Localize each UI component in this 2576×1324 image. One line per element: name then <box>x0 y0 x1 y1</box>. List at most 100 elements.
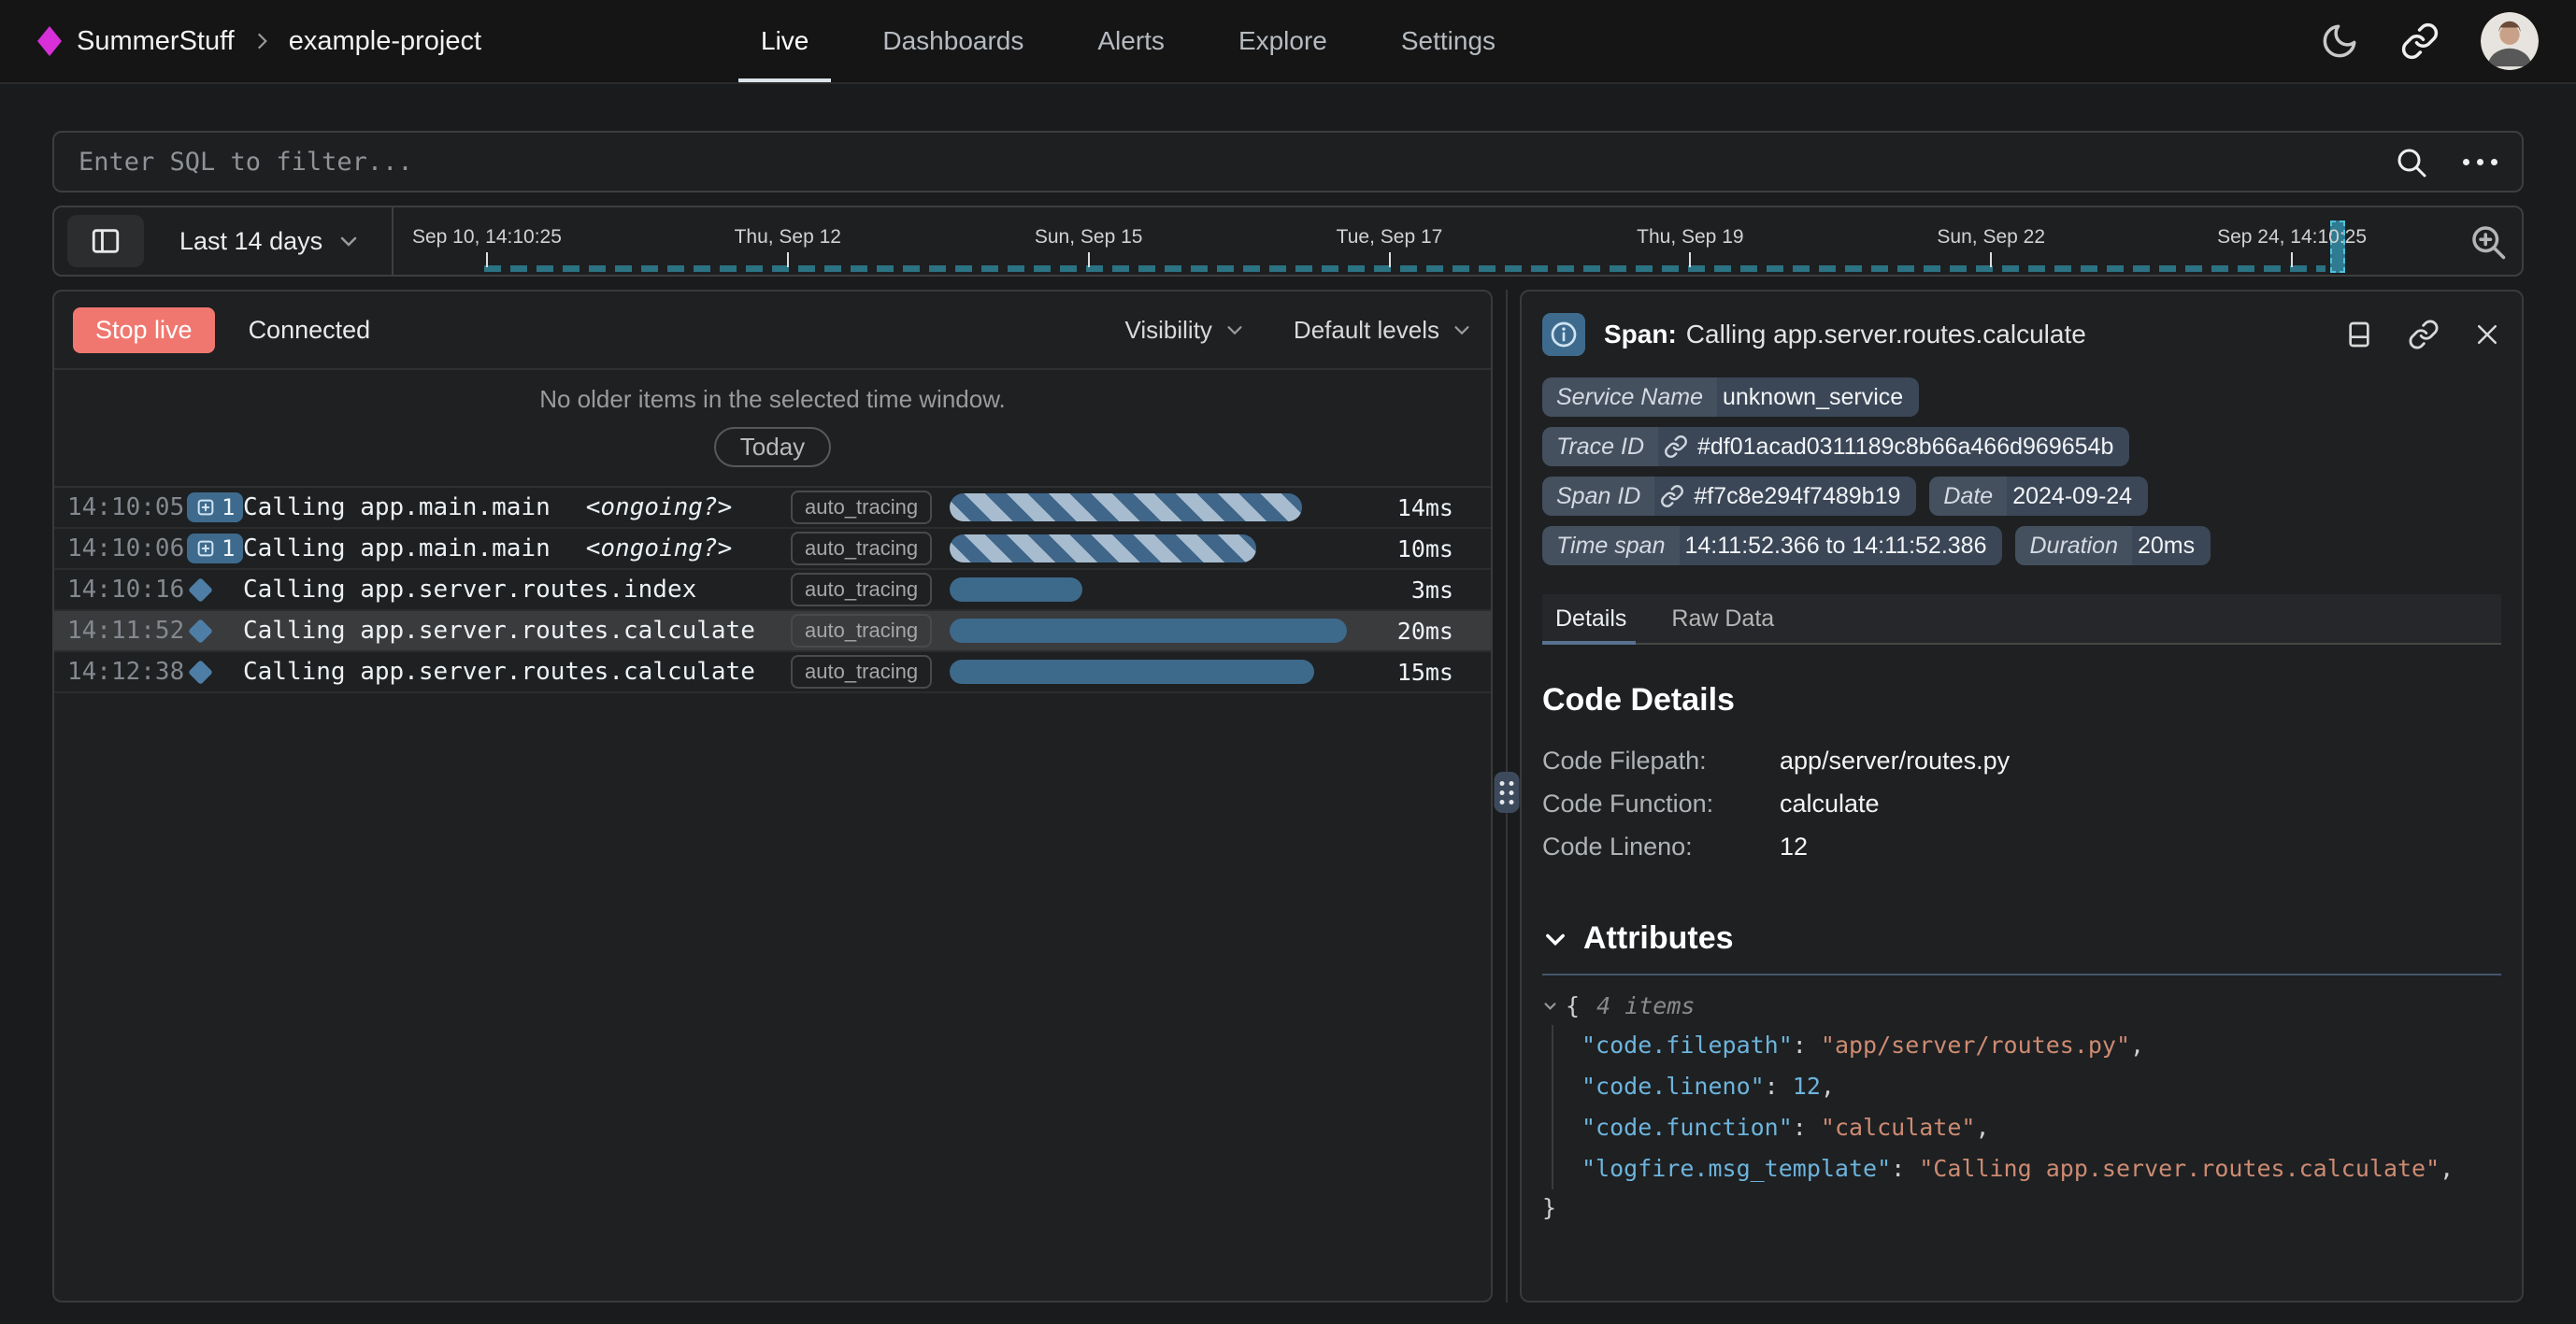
copy-link-icon[interactable] <box>2408 319 2440 350</box>
project-name[interactable]: example-project <box>289 26 481 57</box>
more-options-icon[interactable] <box>2463 159 2497 165</box>
badge-value-text: 14:11:52.366 to 14:11:52.386 <box>1685 533 1987 560</box>
span-detail-header: Span:Calling app.server.routes.calculate <box>1542 292 2501 372</box>
dark-mode-moon-icon[interactable] <box>2320 21 2359 61</box>
badge-label: Service Name <box>1542 377 1717 417</box>
timeline-histogram[interactable]: Sep 10, 14:10:25Thu, Sep 12Sun, Sep 15Tu… <box>394 207 2400 275</box>
detail-tabs: Details Raw Data <box>1542 594 2501 645</box>
json-colon: : <box>1765 1073 1793 1100</box>
info-icon <box>1542 313 1585 356</box>
collapse-chevron-icon[interactable] <box>1542 998 1558 1014</box>
row-duration: 14ms <box>1364 494 1453 521</box>
time-range-label: Last 14 days <box>179 227 322 256</box>
json-key: "code.function" <box>1581 1114 1793 1141</box>
visibility-dropdown[interactable]: Visibility <box>1124 316 1244 345</box>
trace-row[interactable]: 14:10:061Calling app.main.main<ongoing?>… <box>54 529 1491 570</box>
code-detail-value: 12 <box>1780 825 1808 868</box>
live-traces-panel: Stop live Connected Visibility Default l… <box>52 290 1493 1303</box>
chevron-down-icon <box>1224 320 1245 340</box>
default-levels-label: Default levels <box>1294 316 1439 345</box>
detail-tab-details[interactable]: Details <box>1553 594 1628 643</box>
default-levels-dropdown[interactable]: Default levels <box>1294 316 1472 345</box>
row-message: Calling app.main.main <ongoing?> <box>243 534 791 562</box>
row-message: Calling app.server.routes.index <box>243 576 791 604</box>
row-message-text: Calling app.server.routes.calculate <box>243 658 755 686</box>
child-count: 1 <box>222 535 235 562</box>
code-detail-label: Code Lineno: <box>1542 825 1780 868</box>
splitter-drag-handle[interactable] <box>1494 772 1519 813</box>
org-name[interactable]: SummerStuff <box>77 26 235 57</box>
code-detail-value: app/server/routes.py <box>1780 739 2010 782</box>
json-key: "code.lineno" <box>1581 1073 1765 1100</box>
trace-row[interactable]: 14:12:38Calling app.server.routes.calcul… <box>54 652 1491 693</box>
row-duration: 15ms <box>1364 659 1453 686</box>
logo-diamond-icon[interactable] <box>37 26 62 56</box>
tab-explore[interactable]: Explore <box>1238 0 1327 82</box>
badge-value-text: unknown_service <box>1723 384 1903 411</box>
tab-settings[interactable]: Settings <box>1401 0 1496 82</box>
duration-bar <box>950 619 1347 643</box>
badge-label: Span ID <box>1542 477 1654 516</box>
attributes-divider <box>1542 974 2501 975</box>
json-close-brace: } <box>1542 1189 2501 1227</box>
sidebar-toggle-button[interactable] <box>67 215 144 267</box>
span-diamond-icon <box>188 577 213 603</box>
timeline-activity-dashes <box>484 265 2326 272</box>
sql-filter-input[interactable] <box>79 148 2394 177</box>
json-attribute-line: "logfire.msg_template": "Calling app.ser… <box>1581 1148 2501 1189</box>
badge-trace-id: Trace ID#df01acad0311189c8b66a466d969654… <box>1542 427 2129 466</box>
timeline-tick-label: Thu, Sep 19 <box>1637 226 1743 249</box>
child-count-badge[interactable]: 1 <box>187 534 243 563</box>
timeline-tick-mark <box>486 252 488 267</box>
timeline-tick-label: Tue, Sep 17 <box>1337 226 1443 249</box>
tab-live[interactable]: Live <box>761 0 809 82</box>
json-value: "Calling app.server.routes.calculate" <box>1919 1155 2440 1182</box>
json-comma: , <box>1975 1114 1989 1141</box>
row-icon-cell: 1 <box>187 492 243 522</box>
row-duration: 3ms <box>1364 577 1453 604</box>
share-link-icon[interactable] <box>2400 21 2440 61</box>
badge-value[interactable]: #df01acad0311189c8b66a466d969654b <box>1658 427 2129 466</box>
connection-status: Connected <box>249 316 371 345</box>
row-message-text: Calling app.main.main <box>243 534 551 562</box>
trace-row[interactable]: 14:10:051Calling app.main.main<ongoing?>… <box>54 488 1491 529</box>
badge-value[interactable]: #f7c8e294f7489b19 <box>1654 477 1916 516</box>
search-icon[interactable] <box>2394 145 2427 178</box>
badge-label: Date <box>1929 477 2007 516</box>
user-avatar[interactable] <box>2481 12 2539 70</box>
json-colon: : <box>1793 1114 1821 1141</box>
badge-span-id: Span ID#f7c8e294f7489b19 <box>1542 477 1916 516</box>
duration-bar <box>950 534 1256 562</box>
json-open-brace: { <box>1566 992 1580 1019</box>
badge-duration: Duration20ms <box>2015 526 2211 565</box>
badge-value-text: #df01acad0311189c8b66a466d969654b <box>1697 434 2113 461</box>
tab-alerts[interactable]: Alerts <box>1097 0 1165 82</box>
zoom-in-icon[interactable] <box>2468 221 2507 261</box>
span-metadata-badges: Service Nameunknown_service Trace ID#df01… <box>1542 377 2501 565</box>
duration-bar-track <box>922 660 1364 684</box>
expand-count-icon <box>195 497 216 518</box>
detail-tab-raw-data[interactable]: Raw Data <box>1669 594 1776 643</box>
badge-row: Trace ID#df01acad0311189c8b66a466d969654… <box>1542 427 2501 466</box>
row-ongoing-suffix: <ongoing?> <box>586 534 733 562</box>
badge-value: 14:11:52.366 to 14:11:52.386 <box>1680 526 2003 565</box>
row-duration: 20ms <box>1364 618 1453 645</box>
child-count-badge[interactable]: 1 <box>187 492 243 522</box>
row-message: Calling app.server.routes.calculate <box>243 658 791 686</box>
trace-row[interactable]: 14:11:52Calling app.server.routes.calcul… <box>54 611 1491 652</box>
json-attribute-line: "code.lineno": 12, <box>1581 1066 2501 1107</box>
trace-row[interactable]: 14:10:16Calling app.server.routes.indexa… <box>54 570 1491 611</box>
tab-dashboards[interactable]: Dashboards <box>882 0 1023 82</box>
row-timestamp: 14:10:05 <box>67 493 187 521</box>
badge-value: unknown_service <box>1717 377 1919 417</box>
dock-panel-icon[interactable] <box>2344 320 2374 349</box>
code-detail-row: Code Lineno:12 <box>1542 825 2501 868</box>
attributes-section-toggle[interactable]: Attributes <box>1542 920 2501 957</box>
today-button[interactable]: Today <box>714 427 831 467</box>
timeline-tick-mark <box>1088 252 1090 267</box>
time-range-dropdown[interactable]: Last 14 days <box>179 227 360 256</box>
timeline-tick-label: Sep 24, 14:10:25 <box>2217 226 2367 249</box>
close-icon[interactable] <box>2473 320 2501 349</box>
stop-live-button[interactable]: Stop live <box>73 307 215 353</box>
json-comma: , <box>1821 1073 1835 1100</box>
